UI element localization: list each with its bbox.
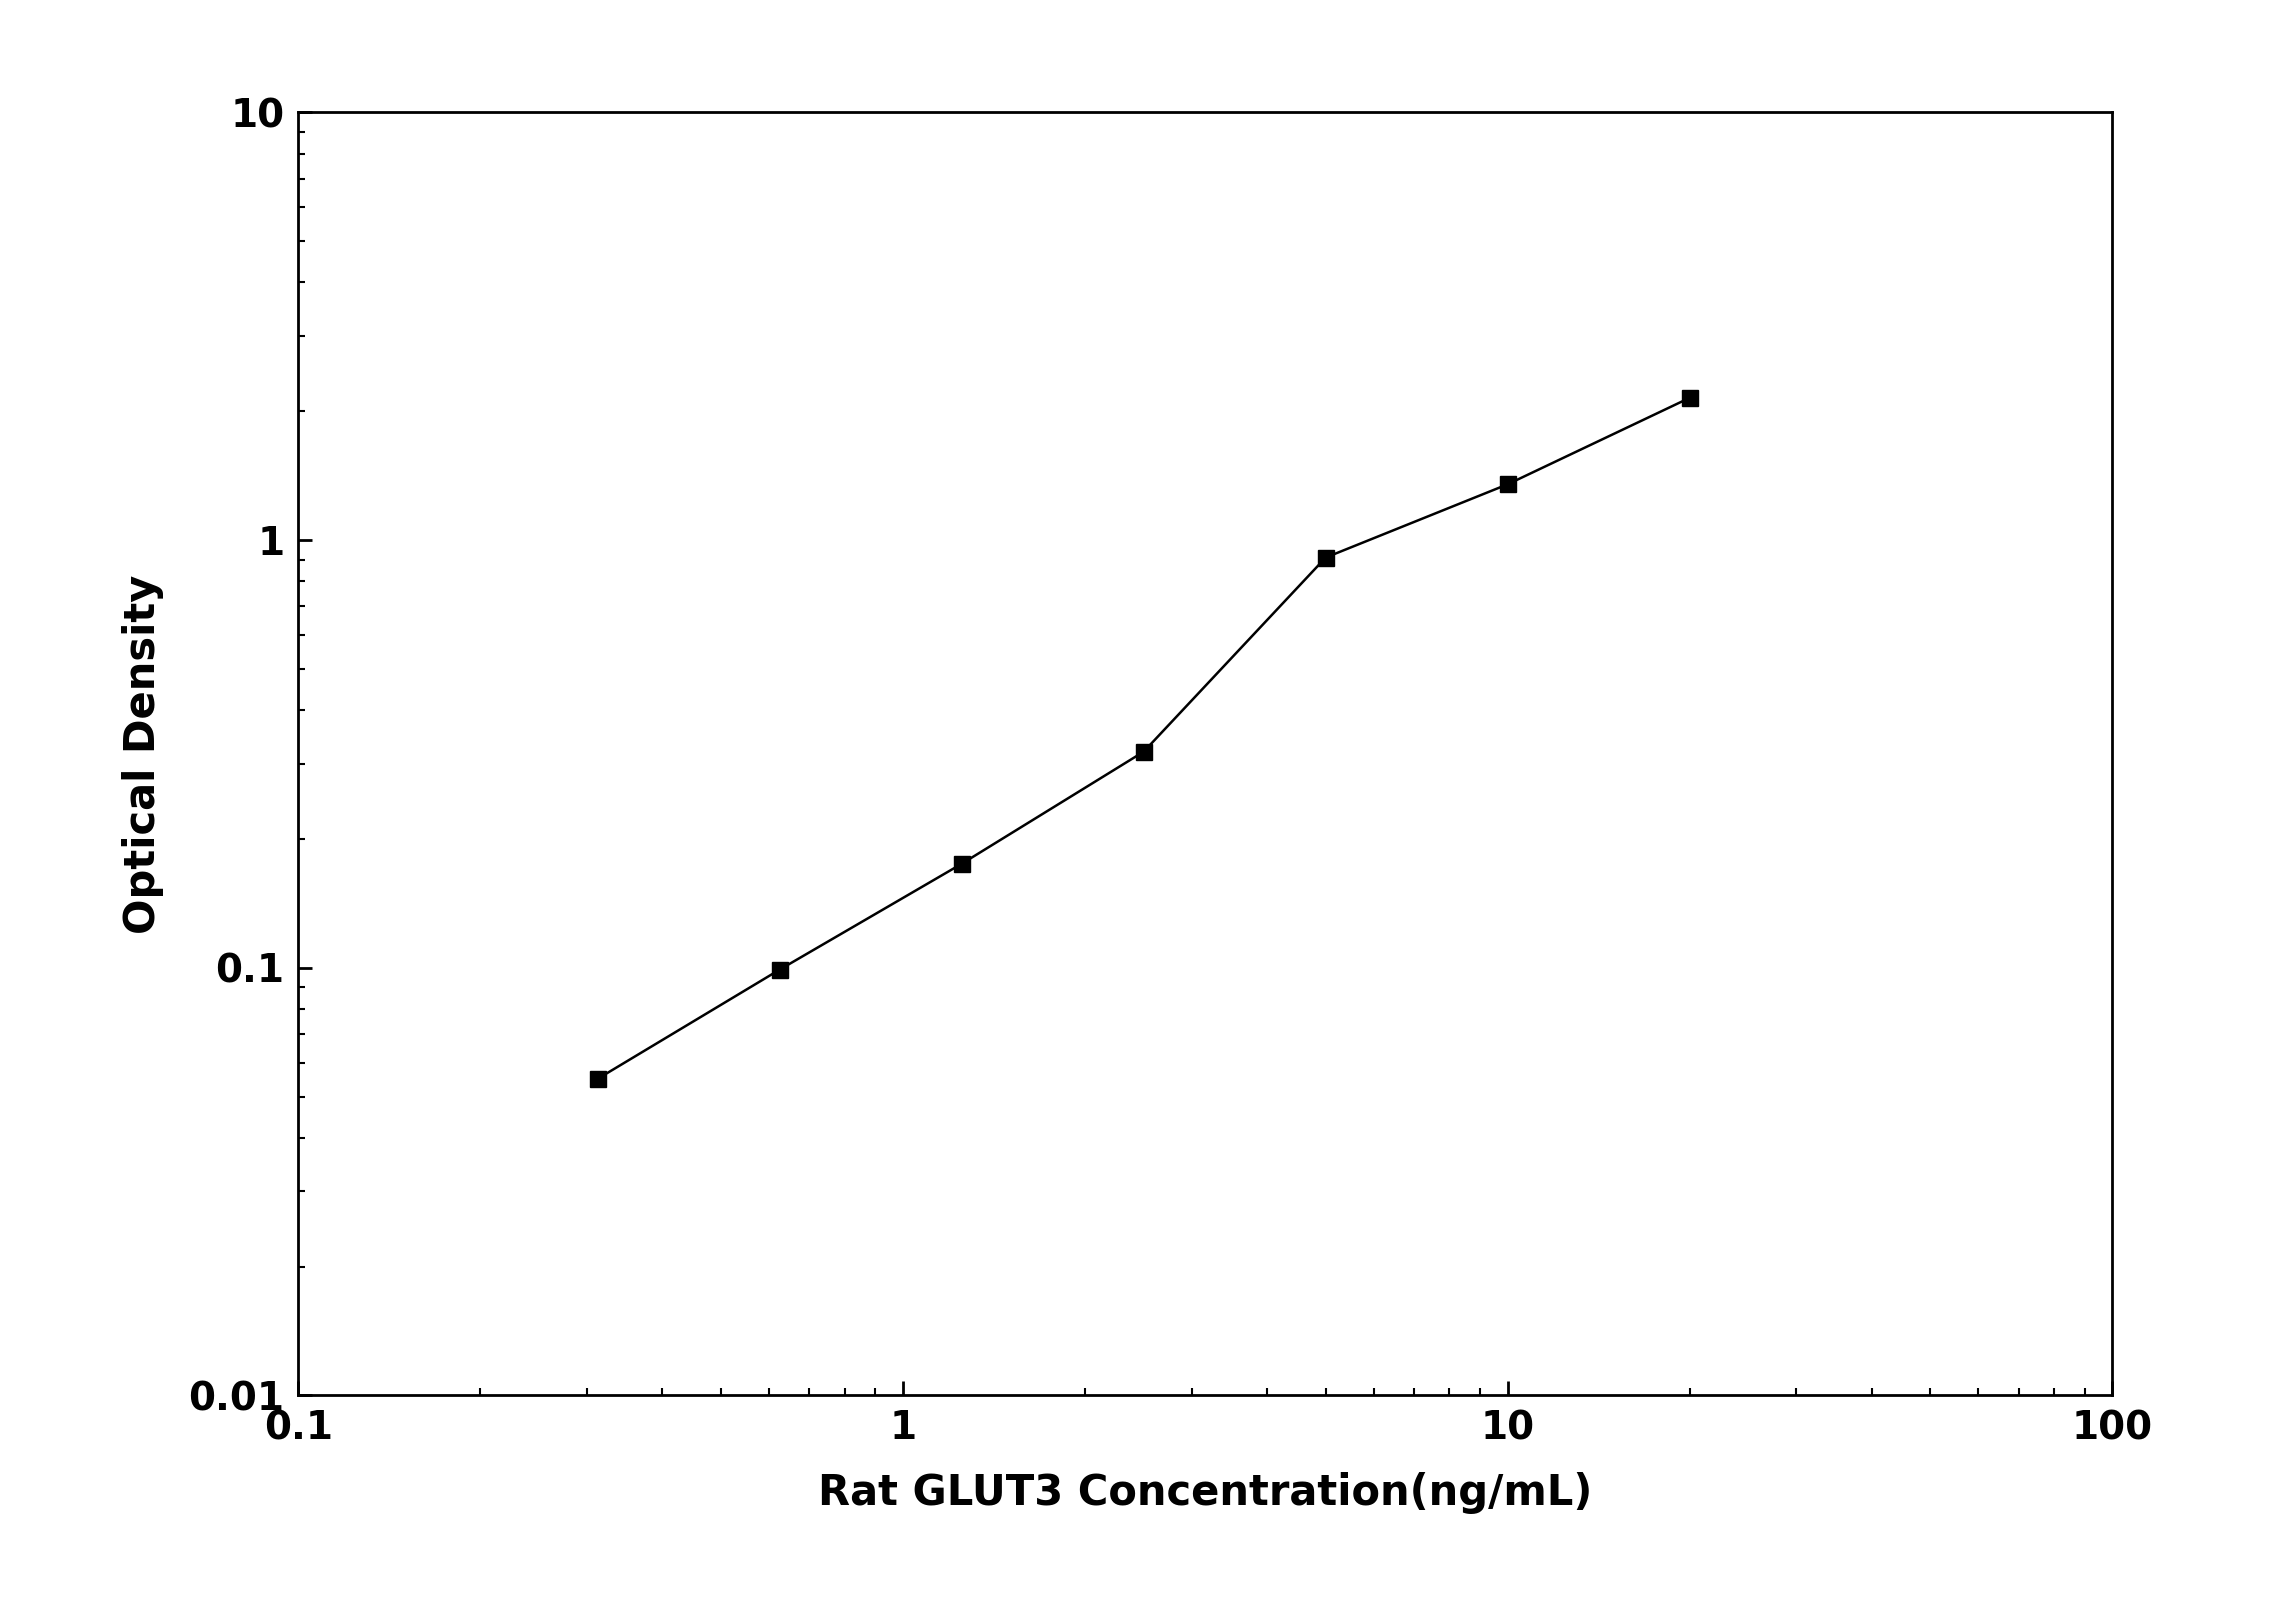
Y-axis label: Optical Density: Optical Density	[122, 574, 163, 934]
X-axis label: Rat GLUT3 Concentration(ng/mL): Rat GLUT3 Concentration(ng/mL)	[817, 1472, 1593, 1514]
